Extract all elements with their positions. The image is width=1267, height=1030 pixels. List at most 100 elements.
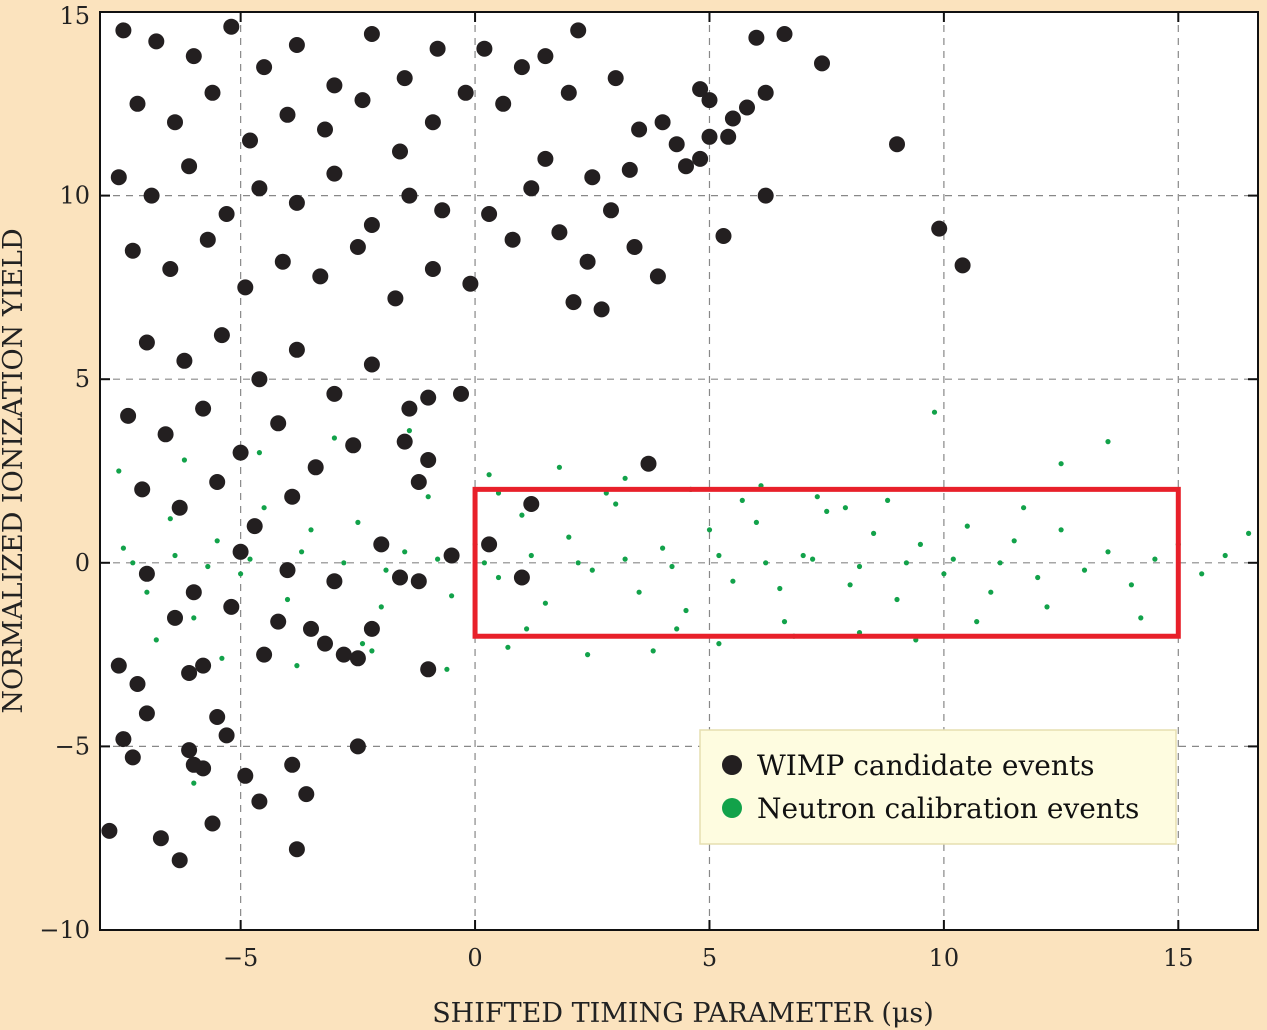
data-point xyxy=(810,556,816,562)
data-point xyxy=(181,665,198,681)
data-point xyxy=(172,552,178,559)
data-point xyxy=(120,545,126,551)
data-point xyxy=(654,114,671,131)
data-point xyxy=(294,663,300,669)
data-point xyxy=(274,253,291,270)
data-point xyxy=(706,527,713,533)
data-point xyxy=(715,228,732,244)
data-point xyxy=(570,22,587,39)
data-point xyxy=(444,666,450,672)
data-point xyxy=(889,136,905,153)
data-point xyxy=(757,84,774,101)
data-point xyxy=(720,128,737,145)
data-point xyxy=(424,114,441,131)
data-point xyxy=(903,560,910,566)
data-point xyxy=(931,220,948,237)
data-point xyxy=(716,552,722,559)
data-point xyxy=(523,180,540,197)
data-point xyxy=(449,593,455,599)
data-point xyxy=(152,830,169,847)
data-point xyxy=(349,650,366,667)
data-point xyxy=(110,169,127,186)
data-point xyxy=(660,545,666,551)
data-point xyxy=(251,371,268,388)
data-point xyxy=(363,217,380,233)
data-point xyxy=(392,143,408,160)
data-point xyxy=(138,705,155,722)
x-tick-label: 5 xyxy=(702,944,717,972)
data-point xyxy=(481,560,487,566)
data-point xyxy=(701,92,718,109)
data-point xyxy=(560,84,577,101)
data-point xyxy=(288,841,305,858)
data-point xyxy=(373,536,390,553)
data-point xyxy=(242,132,258,149)
data-point xyxy=(824,508,830,514)
data-point xyxy=(205,563,211,570)
data-point xyxy=(335,646,352,663)
data-point xyxy=(167,609,183,626)
data-point xyxy=(116,468,122,474)
data-point xyxy=(284,596,291,603)
y-tick-label: −5 xyxy=(55,732,90,760)
data-point xyxy=(640,455,657,472)
data-point xyxy=(144,589,150,595)
data-point xyxy=(134,481,151,498)
data-point xyxy=(138,334,155,351)
data-point xyxy=(363,356,380,373)
data-point xyxy=(847,582,853,588)
data-point xyxy=(326,165,343,182)
x-tick-label: −5 xyxy=(223,944,258,972)
data-point xyxy=(1058,461,1064,467)
data-point xyxy=(341,560,347,566)
data-point xyxy=(363,620,380,637)
data-point xyxy=(167,516,173,522)
data-point xyxy=(326,573,343,590)
data-point xyxy=(649,268,666,285)
data-point xyxy=(800,552,806,559)
data-point xyxy=(369,648,375,654)
data-point xyxy=(997,560,1003,566)
data-point xyxy=(964,523,970,529)
data-point xyxy=(143,187,160,204)
data-point xyxy=(776,26,793,42)
data-point xyxy=(462,275,479,292)
data-point xyxy=(425,494,431,500)
y-axis-label: NORMALIZED IONIZATION YIELD xyxy=(0,228,29,713)
data-point xyxy=(950,556,956,562)
data-point xyxy=(753,519,760,526)
data-point xyxy=(237,767,254,784)
data-point xyxy=(303,620,319,637)
data-point xyxy=(256,450,262,456)
data-point xyxy=(513,59,530,76)
data-point xyxy=(185,48,202,65)
data-point xyxy=(359,641,366,647)
data-point xyxy=(299,549,305,555)
data-point xyxy=(218,206,235,222)
data-point xyxy=(1128,582,1134,588)
data-point xyxy=(354,92,371,109)
data-point xyxy=(931,409,938,415)
data-point xyxy=(387,290,404,307)
data-point xyxy=(1105,549,1111,555)
data-point xyxy=(1044,604,1050,610)
data-point xyxy=(621,161,638,178)
data-point xyxy=(185,756,202,773)
data-point xyxy=(191,615,197,621)
data-point xyxy=(763,560,769,566)
data-point xyxy=(153,637,159,643)
data-point xyxy=(678,158,694,175)
data-point xyxy=(636,589,642,595)
plot-frame xyxy=(99,11,1259,931)
data-point xyxy=(842,505,849,511)
data-point xyxy=(589,567,595,573)
data-point xyxy=(584,169,601,186)
legend-marker-wimp xyxy=(722,755,742,775)
data-point xyxy=(130,560,136,566)
data-point xyxy=(191,780,197,786)
data-point xyxy=(378,604,384,610)
data-point xyxy=(270,415,287,432)
data-point xyxy=(565,294,582,311)
data-point xyxy=(288,341,305,358)
data-point xyxy=(232,543,249,560)
